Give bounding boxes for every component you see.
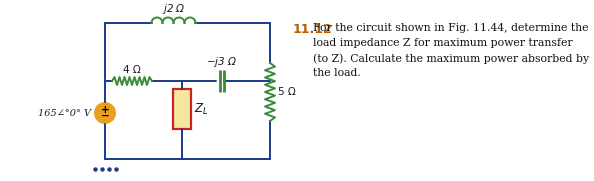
Text: 11.12: 11.12: [293, 23, 333, 36]
Text: (to Z). Calculate the maximum power absorbed by: (to Z). Calculate the maximum power abso…: [313, 53, 589, 64]
Text: For the circuit shown in Fig. 11.44, determine the: For the circuit shown in Fig. 11.44, det…: [313, 23, 589, 33]
Bar: [173, 89, 191, 129]
Text: the load.: the load.: [313, 68, 361, 78]
Text: load impedance Z for maximum power transfer: load impedance Z for maximum power trans…: [313, 38, 573, 48]
Text: 165∠°0° V: 165∠°0° V: [38, 108, 91, 117]
Text: +: +: [100, 105, 109, 115]
Circle shape: [94, 102, 116, 124]
Text: −: −: [100, 111, 109, 121]
Text: 4 Ω: 4 Ω: [123, 65, 141, 75]
Text: $Z_L$: $Z_L$: [194, 101, 208, 117]
Text: −$j$3 Ω: −$j$3 Ω: [206, 55, 238, 69]
Text: 5 Ω: 5 Ω: [278, 87, 296, 97]
Text: $j$2 Ω: $j$2 Ω: [162, 2, 185, 16]
